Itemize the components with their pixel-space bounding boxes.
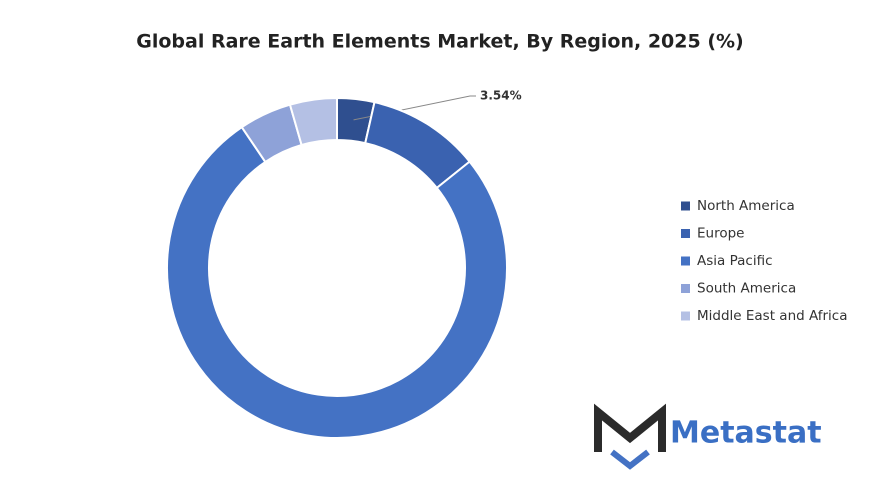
donut-segment: [288, 96, 338, 147]
chart-title: Global Rare Earth Elements Market, By Re…: [136, 31, 743, 53]
legend-swatch: [681, 311, 690, 321]
data-label: 3.54%: [480, 89, 522, 103]
legend-label: Europe: [697, 226, 744, 242]
legend-swatch: [681, 201, 690, 211]
legend-swatch: [681, 229, 690, 238]
legend-label: Middle East and Africa: [697, 308, 848, 324]
donut-segment: [166, 125, 508, 439]
logo-text: Metastat: [670, 416, 822, 451]
logo-icon-accent: [610, 449, 650, 470]
legend-swatch: [681, 284, 690, 293]
logo-icon: [594, 403, 666, 452]
legend-swatch: [681, 256, 690, 266]
legend-label: Asia Pacific: [697, 253, 773, 269]
logo: Metastat: [594, 403, 822, 470]
legend-label: North America: [697, 198, 795, 214]
legend-label: South America: [697, 281, 796, 297]
